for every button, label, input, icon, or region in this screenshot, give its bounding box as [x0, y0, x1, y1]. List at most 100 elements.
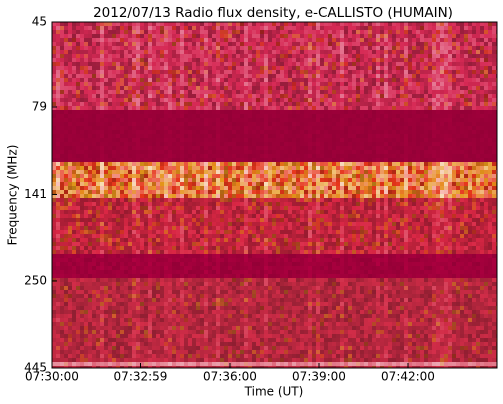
spectrogram-cell	[332, 186, 336, 190]
spectrogram-cell	[200, 138, 204, 142]
spectrogram-cell	[132, 38, 136, 42]
spectrogram-cell	[72, 174, 76, 178]
spectrogram-cell	[212, 126, 216, 130]
spectrogram-cell	[140, 74, 144, 78]
spectrogram-cell	[84, 194, 88, 198]
spectrogram-cell	[224, 70, 228, 74]
spectrogram-cell	[168, 94, 172, 98]
spectrogram-cell	[472, 134, 476, 138]
spectrogram-cell	[52, 82, 56, 86]
spectrogram-cell	[320, 154, 324, 158]
spectrogram-cell	[152, 26, 156, 30]
spectrogram-cell	[280, 110, 284, 114]
spectrogram-cell	[308, 38, 312, 42]
spectrogram-cell	[452, 190, 456, 194]
spectrogram-cell	[220, 98, 224, 102]
spectrogram-cell	[352, 22, 356, 26]
spectrogram-cell	[236, 154, 240, 158]
spectrogram-cell	[176, 198, 180, 202]
spectrogram-cell	[296, 94, 300, 98]
spectrogram-cell	[108, 122, 112, 126]
spectrogram-cell	[68, 170, 72, 174]
spectrogram-cell	[296, 154, 300, 158]
spectrogram-cell	[416, 138, 420, 142]
spectrogram-cell	[432, 142, 436, 146]
spectrogram-cell	[276, 90, 280, 94]
spectrogram-cell	[380, 46, 384, 50]
spectrogram-cell	[64, 186, 68, 190]
spectrogram-cell	[296, 30, 300, 34]
spectrogram-cell	[356, 190, 360, 194]
spectrogram-cell	[452, 150, 456, 154]
spectrogram-cell	[116, 106, 120, 110]
spectrogram-cell	[300, 198, 304, 202]
spectrogram-cell	[352, 66, 356, 70]
spectrogram-cell	[172, 106, 176, 110]
spectrogram-cell	[156, 198, 160, 202]
spectrogram-cell	[488, 74, 492, 78]
spectrogram-cell	[80, 94, 84, 98]
spectrogram-cell	[404, 162, 408, 166]
spectrogram-cell	[92, 170, 96, 174]
spectrogram-cell	[400, 102, 404, 106]
spectrogram-cell	[268, 50, 272, 54]
spectrogram-cell	[148, 82, 152, 86]
spectrogram-cell	[368, 170, 372, 174]
spectrogram-cell	[260, 178, 264, 182]
spectrogram-cell	[412, 54, 416, 58]
spectrogram-cell	[128, 38, 132, 42]
spectrogram-cell	[316, 194, 320, 198]
spectrogram-cell	[404, 194, 408, 198]
spectrogram-cell	[464, 70, 468, 74]
spectrogram-cell	[224, 182, 228, 186]
spectrogram-cell	[480, 114, 484, 118]
spectrogram-cell	[460, 118, 464, 122]
spectrogram-cell	[428, 130, 432, 134]
spectrogram-cell	[472, 122, 476, 126]
spectrogram-cell	[372, 126, 376, 130]
spectrogram-cell	[452, 46, 456, 50]
spectrogram-cell	[268, 178, 272, 182]
spectrogram-cell	[212, 190, 216, 194]
spectrogram-cell	[80, 70, 84, 74]
spectrogram-cell	[320, 126, 324, 130]
spectrogram-cell	[412, 186, 416, 190]
spectrogram-cell	[436, 158, 440, 162]
spectrogram-cell	[360, 194, 364, 198]
spectrogram-cell	[344, 142, 348, 146]
spectrogram-cell	[280, 150, 284, 154]
spectrogram-cell	[336, 138, 340, 142]
spectrogram-cell	[128, 190, 132, 194]
spectrogram-cell	[300, 74, 304, 78]
spectrogram-cell	[344, 106, 348, 110]
spectrogram-cell	[380, 142, 384, 146]
spectrogram-cell	[476, 66, 480, 70]
spectrogram-cell	[264, 170, 268, 174]
spectrogram-cell	[476, 150, 480, 154]
spectrogram-cell	[448, 42, 452, 46]
spectrogram-cell	[228, 154, 232, 158]
spectrogram-cell	[216, 70, 220, 74]
spectrogram-cell	[112, 174, 116, 178]
spectrogram-cell	[136, 98, 140, 102]
spectrogram-cell	[92, 46, 96, 50]
spectrogram-cell	[232, 150, 236, 154]
spectrogram-cell	[380, 126, 384, 130]
spectrogram-cell	[192, 182, 196, 186]
spectrogram-cell	[448, 142, 452, 146]
spectrogram-cell	[272, 26, 276, 30]
spectrogram-cell	[80, 118, 84, 122]
spectrogram-cell	[456, 194, 460, 198]
spectrogram-cell	[312, 62, 316, 66]
spectrogram-cell	[68, 178, 72, 182]
spectrogram-cell	[444, 34, 448, 38]
spectrogram-cell	[276, 86, 280, 90]
spectrogram-cell	[276, 162, 280, 166]
spectrogram-cell	[340, 22, 344, 26]
spectrogram-cell	[328, 50, 332, 54]
spectrogram-cell	[164, 190, 168, 194]
spectrogram-cell	[388, 190, 392, 194]
spectrogram-cell	[420, 114, 424, 118]
spectrogram-cell	[252, 78, 256, 82]
spectrogram-cell	[344, 166, 348, 170]
